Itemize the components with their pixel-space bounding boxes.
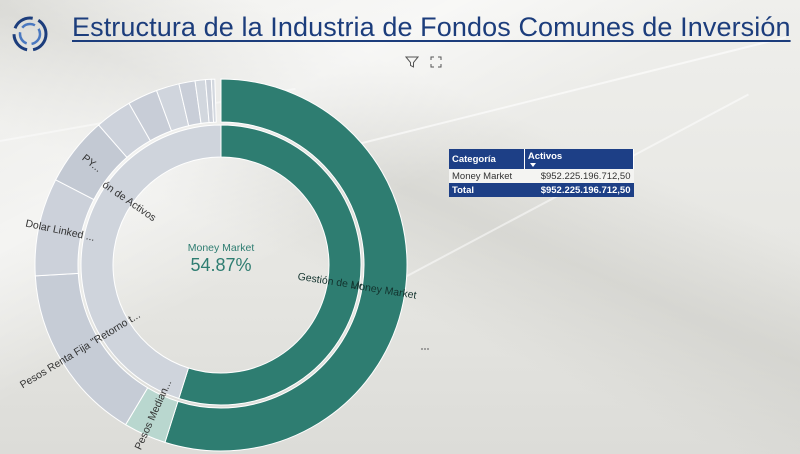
outer-ring-segment[interactable] <box>210 78 217 123</box>
center-label: Money Market <box>188 242 255 254</box>
swirl-logo-icon <box>12 16 48 52</box>
assets-table: Categoría Activos Money Market $952.225.… <box>449 149 635 197</box>
drag-handle-icon <box>421 348 429 350</box>
table-total-label: Total <box>449 183 525 197</box>
table-row[interactable]: Money Market $952.225.196.712,50 <box>449 169 634 183</box>
column-header-assets[interactable]: Activos <box>524 149 635 169</box>
inner-ring-segment[interactable] <box>178 124 362 406</box>
sort-descending-icon <box>529 163 536 167</box>
table-total-assets: $952.225.196.712,50 <box>524 183 634 197</box>
table-cell-category: Money Market <box>449 169 525 183</box>
column-header-category[interactable]: Categoría <box>449 149 525 169</box>
center-value: 54.87% <box>190 255 251 275</box>
inner-ring-segment[interactable] <box>80 124 222 400</box>
column-header-assets-label: Activos <box>527 151 563 162</box>
outer-ring-segment[interactable] <box>164 78 408 452</box>
expand-icon[interactable] <box>429 55 443 69</box>
page-title: Estructura de la Industria de Fondos Com… <box>72 12 791 42</box>
filter-icon[interactable] <box>404 55 420 69</box>
table-total-row: Total $952.225.196.712,50 <box>449 183 634 197</box>
table-cell-assets: $952.225.196.712,50 <box>524 169 634 183</box>
visual-toolbar <box>404 55 443 69</box>
